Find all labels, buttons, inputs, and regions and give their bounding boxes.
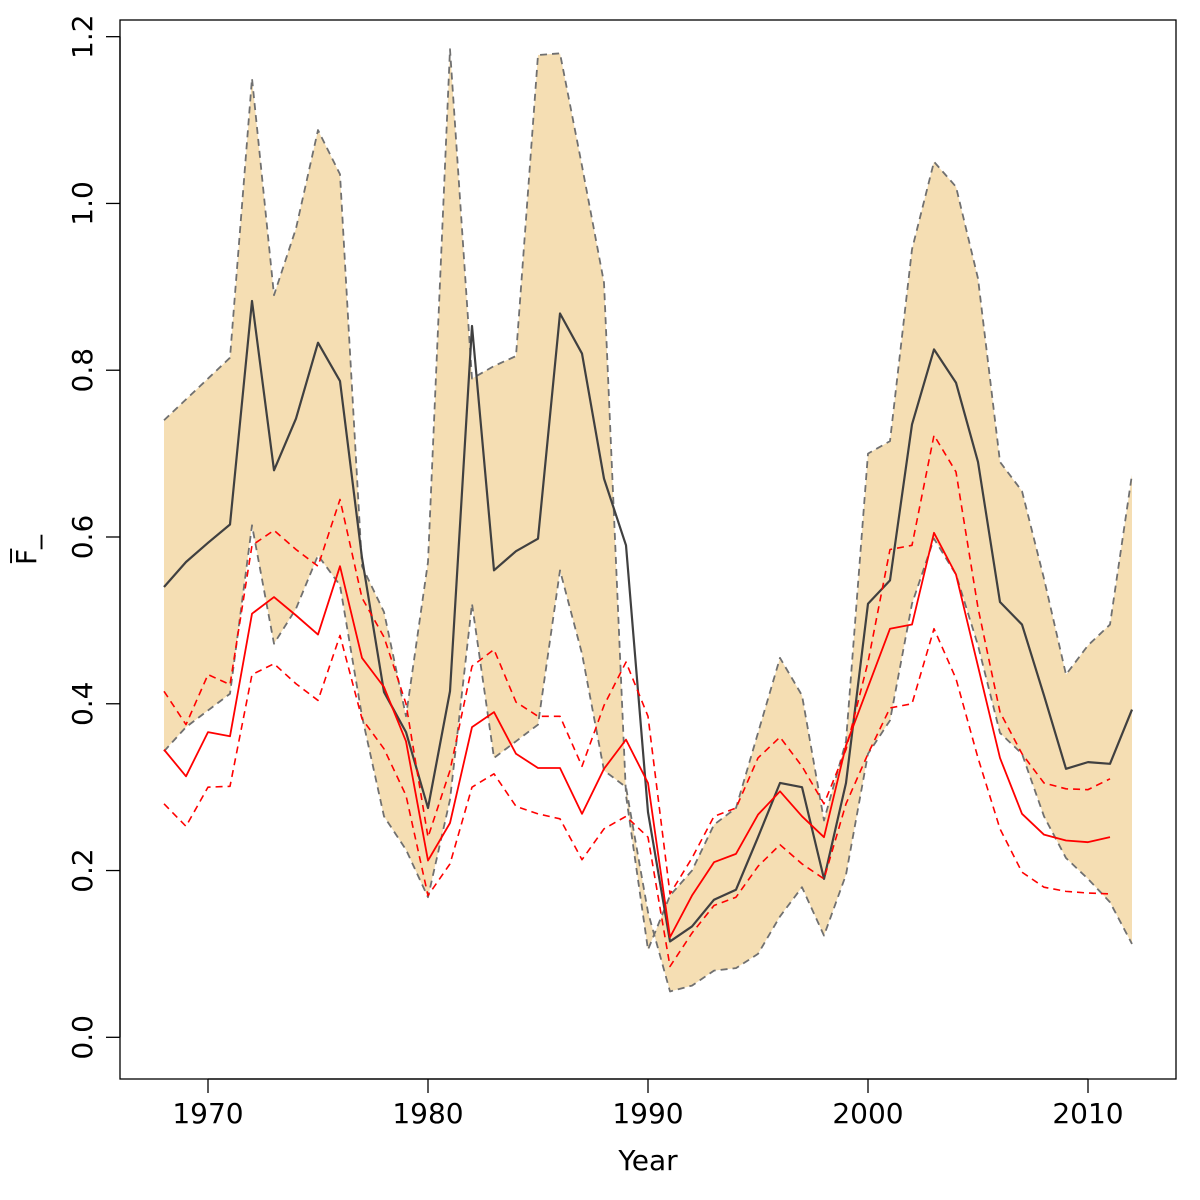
y-tick-label: 0.4: [66, 681, 99, 726]
y-axis-title: F̅_: [9, 534, 43, 565]
x-tick-label: 2000: [832, 1097, 903, 1130]
y-tick-label: 0.6: [66, 515, 99, 560]
x-tick-label: 1970: [172, 1097, 243, 1130]
y-tick-label: 0.0: [66, 1015, 99, 1060]
series-lines: [163, 48, 1134, 993]
band-fill: [164, 49, 1132, 992]
x-tick-label: 1980: [392, 1097, 463, 1130]
series-line-red-median: [163, 531, 1111, 939]
y-tick-label: 1.0: [66, 181, 99, 226]
series-line-lower-band: [163, 524, 1133, 993]
x-tick-label: 1990: [612, 1097, 683, 1130]
series-line-red-upper: [163, 434, 1111, 895]
x-axis: 1970 1980 1990 2000 2010: [172, 1078, 1124, 1130]
x-tick-label: 2010: [1052, 1097, 1123, 1130]
x-axis-title: Year: [617, 1144, 678, 1177]
y-axis: 0.0 0.2 0.4 0.6 0.8 1.0 1.2: [66, 14, 121, 1060]
y-tick-label: 0.8: [66, 348, 99, 393]
y-tick-label: 0.2: [66, 848, 99, 893]
series-line-median: [163, 299, 1134, 943]
series-line-red-lower: [163, 627, 1111, 968]
y-tick-label: 1.2: [66, 14, 99, 59]
uncertainty-band: [164, 49, 1132, 992]
